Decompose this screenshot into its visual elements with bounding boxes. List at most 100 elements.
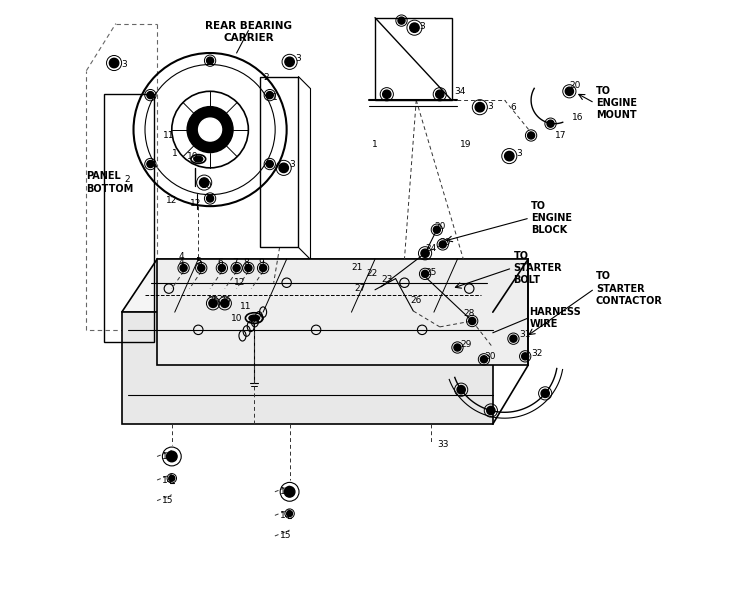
Text: TO
ENGINE
MOUNT: TO ENGINE MOUNT — [596, 85, 637, 121]
Circle shape — [421, 249, 429, 257]
Circle shape — [180, 264, 187, 272]
Text: 10: 10 — [201, 181, 213, 190]
Polygon shape — [122, 259, 528, 312]
Text: 30: 30 — [484, 352, 496, 361]
Circle shape — [457, 386, 465, 394]
Circle shape — [244, 264, 252, 272]
Text: 15: 15 — [280, 531, 291, 541]
Circle shape — [260, 264, 266, 272]
Text: 11: 11 — [239, 302, 251, 311]
Text: 14: 14 — [162, 475, 173, 485]
Text: 21: 21 — [352, 263, 363, 273]
Circle shape — [454, 344, 461, 351]
Circle shape — [199, 118, 221, 141]
Circle shape — [198, 264, 205, 272]
Circle shape — [220, 299, 229, 307]
Circle shape — [541, 389, 549, 398]
Text: 36: 36 — [219, 296, 230, 305]
Circle shape — [218, 264, 226, 272]
Bar — [366, 286, 381, 294]
Circle shape — [422, 270, 428, 277]
Text: 33: 33 — [436, 440, 448, 449]
Text: 3: 3 — [122, 60, 128, 70]
Text: ReplacementParts.com: ReplacementParts.com — [230, 300, 520, 324]
Circle shape — [566, 87, 574, 95]
Text: 26: 26 — [410, 296, 422, 305]
Text: 14: 14 — [280, 511, 291, 520]
Text: 13: 13 — [280, 487, 291, 497]
Text: 8: 8 — [244, 257, 250, 267]
Bar — [104, 94, 154, 342]
Bar — [260, 77, 299, 247]
Polygon shape — [122, 312, 493, 424]
Circle shape — [410, 23, 419, 32]
Circle shape — [147, 92, 154, 99]
Circle shape — [166, 451, 177, 462]
Text: 2: 2 — [263, 73, 268, 82]
Text: 12: 12 — [166, 196, 177, 205]
Text: 1: 1 — [272, 92, 278, 102]
Text: 9: 9 — [259, 257, 264, 267]
Circle shape — [284, 487, 295, 497]
Text: 24: 24 — [425, 244, 436, 253]
Text: 15: 15 — [162, 496, 173, 505]
Circle shape — [187, 107, 233, 153]
Circle shape — [382, 90, 391, 98]
Text: PANEL
BOTTOM: PANEL BOTTOM — [86, 171, 134, 194]
Circle shape — [481, 356, 488, 363]
Text: TO
STARTER
CONTACTOR: TO STARTER CONTACTOR — [596, 271, 663, 306]
Circle shape — [279, 163, 289, 173]
Text: 3: 3 — [516, 148, 522, 158]
Circle shape — [487, 406, 495, 415]
Text: 10: 10 — [187, 151, 198, 161]
Text: 3: 3 — [296, 54, 302, 64]
Text: 32: 32 — [531, 349, 542, 358]
Circle shape — [200, 178, 209, 187]
Text: 7: 7 — [232, 257, 238, 267]
Text: 20: 20 — [434, 222, 445, 231]
Text: 31: 31 — [519, 330, 531, 339]
Text: 6: 6 — [511, 102, 516, 112]
Circle shape — [436, 90, 444, 98]
Text: 11: 11 — [163, 131, 175, 140]
Text: 2: 2 — [124, 175, 130, 184]
Circle shape — [476, 102, 484, 112]
Circle shape — [206, 57, 214, 64]
Circle shape — [505, 151, 514, 161]
Text: 28: 28 — [464, 309, 475, 318]
Circle shape — [547, 120, 554, 127]
Bar — [407, 306, 422, 315]
Text: 22: 22 — [366, 269, 377, 279]
Text: 3: 3 — [419, 22, 425, 31]
Text: TO
STARTER
BOLT: TO STARTER BOLT — [514, 250, 562, 286]
Circle shape — [433, 226, 440, 233]
Text: 13: 13 — [162, 452, 173, 461]
Circle shape — [209, 299, 218, 307]
Circle shape — [522, 353, 529, 360]
Circle shape — [510, 335, 517, 342]
Text: 17: 17 — [555, 131, 566, 140]
Circle shape — [110, 58, 118, 68]
Text: 1: 1 — [372, 140, 378, 149]
Text: 20: 20 — [440, 238, 452, 247]
Circle shape — [398, 17, 405, 24]
Text: TO
ENGINE
BLOCK: TO ENGINE BLOCK — [531, 200, 572, 236]
Text: 25: 25 — [425, 267, 436, 277]
Text: 20: 20 — [569, 81, 580, 90]
Circle shape — [266, 92, 273, 99]
Text: 5: 5 — [195, 257, 201, 266]
Text: 19: 19 — [460, 140, 472, 149]
Text: 10: 10 — [231, 313, 242, 323]
Circle shape — [285, 57, 294, 67]
Text: 34: 34 — [454, 87, 466, 96]
Text: 27: 27 — [355, 284, 366, 293]
Text: 3: 3 — [487, 101, 493, 111]
Polygon shape — [157, 259, 528, 365]
Text: 16: 16 — [572, 113, 584, 123]
Text: 1: 1 — [172, 148, 178, 158]
Text: 12: 12 — [234, 278, 245, 287]
Circle shape — [233, 264, 240, 272]
Ellipse shape — [194, 156, 202, 162]
Text: 29: 29 — [460, 340, 472, 349]
Circle shape — [169, 475, 175, 481]
